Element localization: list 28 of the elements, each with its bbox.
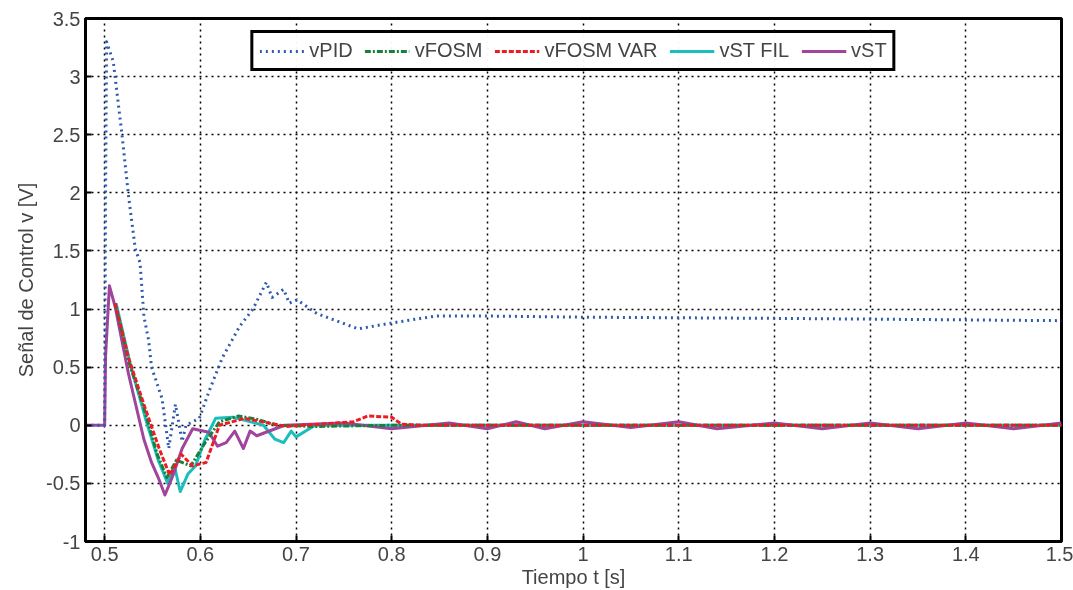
legend-label: vFOSM	[414, 39, 483, 62]
x-tick-label: 0.9	[473, 542, 502, 565]
y-tick-label: 1.5	[52, 239, 81, 262]
x-axis-title: Tiempo t [s]	[521, 565, 626, 588]
legend-label: vFOSM VAR	[544, 39, 658, 62]
y-tick-label: -1	[62, 530, 81, 553]
x-tick-label: 1.4	[951, 542, 980, 565]
x-tick-label: 0.6	[186, 542, 215, 565]
x-tick-label: 1.1	[664, 542, 693, 565]
x-tick-label: 0.8	[377, 542, 406, 565]
y-tick-label: 0	[69, 414, 81, 437]
x-tick-label: 1.3	[856, 542, 885, 565]
x-tick-label: 0.7	[282, 542, 310, 565]
x-tick-label: 1.2	[760, 542, 789, 565]
legend-label: vPID	[309, 39, 353, 62]
y-tick-label: 0.5	[52, 356, 81, 379]
legend-label: vST	[851, 39, 887, 62]
y-tick-label: 1	[69, 298, 81, 321]
y-tick-label: 3.5	[52, 7, 81, 30]
y-tick-label: 2.5	[52, 123, 81, 146]
y-axis-title: Señal de Control v [V]	[15, 182, 38, 378]
y-tick-label: -0.5	[46, 472, 81, 495]
y-tick-label: 2	[69, 181, 81, 204]
x-tick-label: 1.5	[1045, 542, 1073, 565]
x-tick-label: 1	[577, 542, 589, 565]
x-tick-label: 0.5	[90, 542, 119, 565]
y-tick-label: 3	[69, 65, 81, 88]
legend-label: vST FIL	[719, 39, 790, 62]
